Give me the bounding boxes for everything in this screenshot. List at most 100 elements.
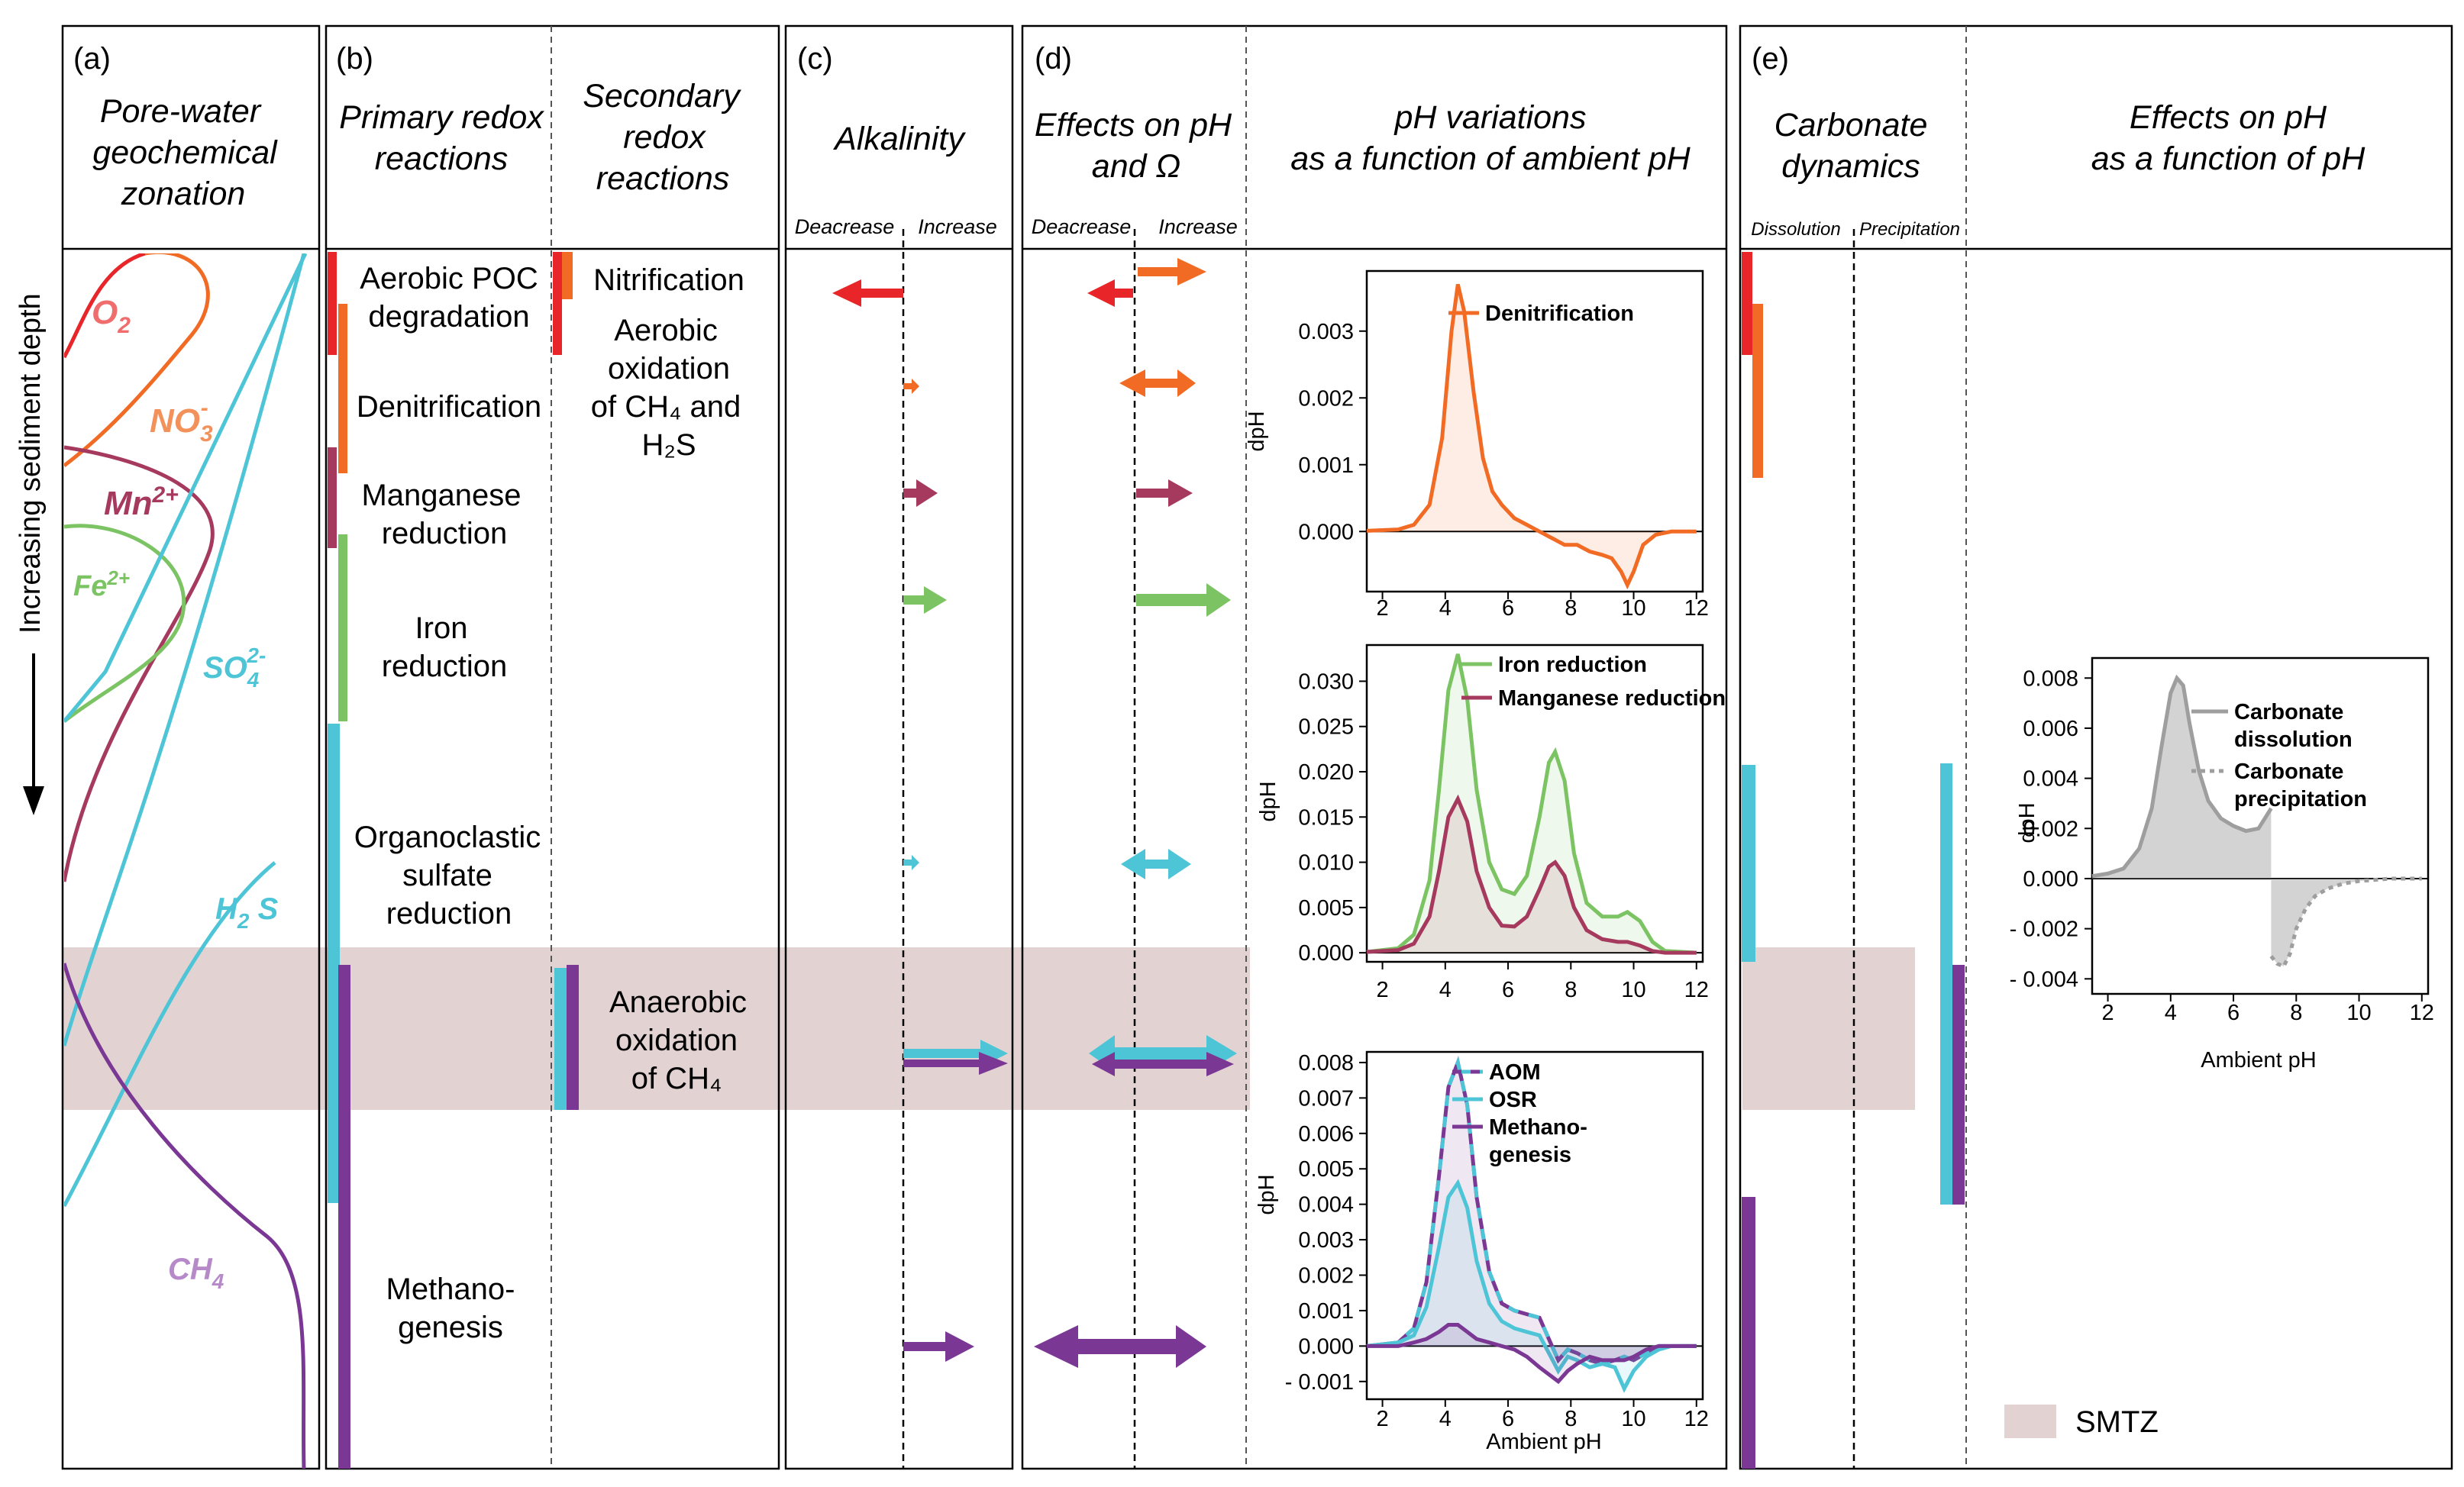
panel-e-effects-1: Effects on pH [2130, 99, 2327, 136]
x-tick-label: 8 [1565, 596, 1577, 621]
y-tick-label: 0.002 [1298, 1264, 1354, 1289]
carb-bar-sulfate [1742, 765, 1755, 962]
series-line [1367, 1323, 1697, 1385]
rx-aerobic-1: Aerobic POC [360, 262, 538, 295]
series-line [2091, 674, 2273, 879]
chart-denitrification: 2 4 6 8 10 12 0.000 0.001 0.002 0.003 dpH Denitrifi… [1245, 269, 1709, 621]
x-tick-label: 4 [2165, 1001, 2177, 1025]
panel-c-frame [784, 24, 1014, 1470]
x-tick-label: 10 [1621, 596, 1645, 621]
y-tick-label: 0.015 [1298, 805, 1354, 830]
depth-arrow-head [23, 786, 44, 815]
panel-e-letter: (e) [1752, 42, 1789, 76]
y-tick-label: 0.001 [1298, 1299, 1354, 1324]
x-tick-label: 2 [1376, 596, 1388, 621]
bar-iron [338, 534, 347, 721]
panel-a-title-3: zonation [121, 176, 246, 212]
x-tick-label: 6 [1502, 978, 1514, 1002]
x-tick-label: 4 [1439, 978, 1452, 1002]
x-tick-label: 6 [1502, 1407, 1514, 1431]
panel-b-secondary-2: redox [623, 119, 706, 156]
y-axis-label: dpH [1255, 1174, 1279, 1214]
y-tick-label: - 0.001 [1285, 1370, 1354, 1395]
carb-bar-aerobic [1742, 252, 1752, 355]
label-mn-base: Mn [104, 485, 153, 522]
bar-denitrification [338, 304, 347, 473]
series-line [2269, 876, 2422, 969]
x-tick-label: 8 [1565, 1407, 1577, 1431]
x-tick-label: 10 [1621, 1407, 1645, 1431]
bar-nitrification [562, 252, 573, 299]
series-line [1366, 653, 1697, 955]
chart-carbonate: 2 4 6 8 10 12 - 0.004 - 0.002 0.000 0.002 0.004 0.0… [2010, 656, 2434, 1073]
rx-aom-1: Anaerobic [609, 985, 747, 1019]
eff-arrow-manganese [1136, 479, 1193, 507]
label-ch4-base: CH [168, 1253, 213, 1286]
rx-aerobic-ox-3: of CH₄ and [591, 390, 741, 424]
panel-b-letter: (b) [336, 42, 373, 76]
y-tick-label: 0.007 [1298, 1086, 1354, 1111]
x-tick-label: 12 [2410, 1001, 2434, 1025]
panel-a-frame [61, 24, 321, 1470]
rx-aerobic-ox-1: Aerobic [614, 314, 718, 347]
panel-e-dissolution: Dissolution [1751, 219, 1840, 240]
label-no3-sub: 3 [200, 421, 213, 447]
secondary-reaction-bars [553, 252, 579, 1110]
x-tick-label: 8 [1565, 978, 1577, 1002]
label-o2-base: O [92, 294, 118, 331]
panel-e-precipitation: Precipitation [1859, 219, 1960, 240]
series-area [1367, 1062, 1697, 1364]
alk-arrow-aerobic [832, 279, 903, 307]
x-tick-label: 2 [1376, 1407, 1388, 1431]
y-tick-label: 0.004 [2023, 767, 2078, 792]
rx-sulfate-2: sulfate [402, 859, 492, 892]
no3-profile [64, 253, 210, 467]
x-tick-label: 4 [1439, 596, 1452, 621]
mn-profile [64, 445, 215, 882]
panel-c-letter: (c) [797, 42, 833, 76]
label-fe: Fe2+ [73, 566, 130, 602]
panel-e-frame [1739, 24, 2453, 1470]
ch4-profile [64, 963, 306, 1469]
rx-aerobic-ox-4: H₂S [641, 428, 696, 462]
legend-label: Carbonate [2234, 700, 2343, 724]
label-no3: NO3- [150, 395, 213, 447]
rx-methanogenesis-1: Methano- [386, 1272, 515, 1306]
label-no3-base: NO [150, 402, 200, 440]
smtz-band-right [1742, 947, 1915, 1110]
y-tick-label: 0.000 [2023, 867, 2078, 892]
panel-d-variations-1: pH variations [1393, 99, 1587, 136]
eff-arrow-nitrification [1138, 258, 1206, 285]
y-tick-label: 0.030 [1298, 669, 1354, 694]
y-tick-label: 0.000 [1298, 520, 1354, 544]
legend-label: Iron reduction [1498, 653, 1647, 677]
label-fe-sup: 2+ [106, 566, 130, 589]
carb-bar-precip-ch4 [1952, 965, 1965, 1205]
y-tick-label: 0.001 [1298, 453, 1354, 478]
series-line [1366, 1179, 1697, 1393]
so4-profile-lower [64, 253, 306, 1047]
panel-c-decrease: Deacrease [795, 215, 895, 238]
label-mn: Mn2+ [104, 482, 179, 522]
rx-aerobic-ox-2: oxidation [608, 352, 730, 385]
rx-sulfate-1: Organoclastic [354, 821, 541, 854]
panel-c-title: Alkalinity [832, 121, 966, 157]
panel-b-secondary-3: reactions [596, 160, 729, 197]
rx-nitrification: Nitrification [593, 263, 744, 297]
series-line [1366, 283, 1697, 590]
so4-profile [64, 253, 308, 723]
x-tick-label: 4 [1439, 1407, 1452, 1431]
fe-profile [64, 524, 186, 723]
y-tick-label: 0.006 [2023, 717, 2078, 741]
bar-methanogenesis [338, 965, 350, 1469]
eff-arrow-aom-so4 [1089, 1035, 1237, 1072]
x-axis-label: Ambient pH [2201, 1048, 2317, 1073]
panel-d-variations-2: as a function of ambient pH [1290, 140, 1691, 177]
eff-arrow-iron [1136, 583, 1231, 617]
panel-d-effects-1: Effects on pH [1035, 107, 1232, 144]
y-tick-label: 0.008 [1298, 1051, 1354, 1076]
panel-d-letter: (d) [1035, 42, 1072, 76]
x-tick-label: 10 [2346, 1001, 2371, 1025]
y-tick-label: 0.004 [1298, 1193, 1354, 1218]
x-tick-label: 12 [1684, 596, 1709, 621]
